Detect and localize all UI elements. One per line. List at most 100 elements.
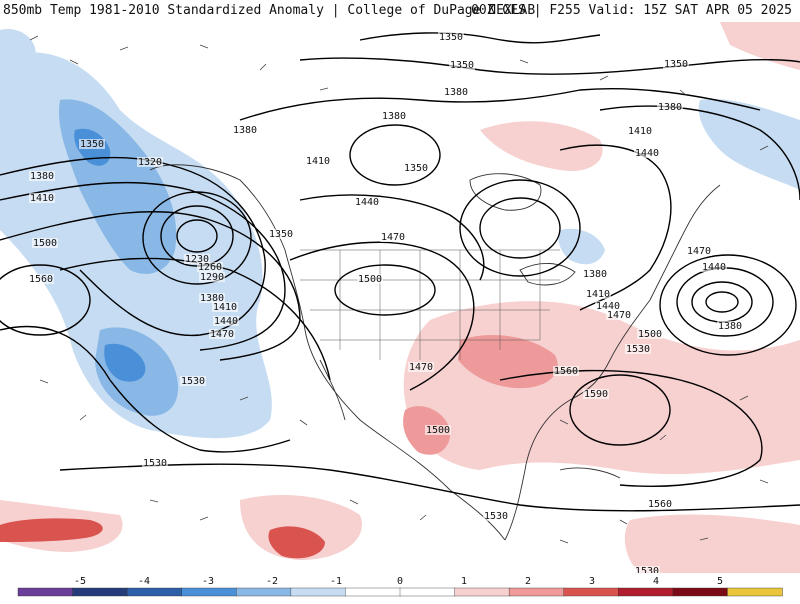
colorbar-tick-label: -3 bbox=[202, 576, 214, 587]
contour-label-bg bbox=[438, 32, 464, 42]
contour-label-bg bbox=[717, 321, 743, 331]
colorbar-block bbox=[454, 587, 510, 597]
contour-label-bg bbox=[28, 274, 54, 284]
cold-anomaly-core-3 bbox=[104, 343, 146, 382]
contour-label-bg bbox=[232, 125, 258, 135]
contour-label: 1380 bbox=[658, 102, 682, 113]
contour-north-2 bbox=[299, 57, 800, 75]
hudson-bay bbox=[469, 173, 542, 211]
header-bar: 850mb Temp 1981-2010 Standardized Anomal… bbox=[0, 0, 800, 22]
colorbar-tick-label: -1 bbox=[330, 576, 342, 587]
contour-west-7 bbox=[59, 257, 331, 381]
colorbar-block bbox=[399, 587, 456, 597]
contour-label: 1530 bbox=[635, 566, 659, 573]
contour-label-bg bbox=[381, 111, 407, 121]
contour-label-bg bbox=[595, 301, 621, 311]
contour-label: 1380 bbox=[718, 321, 742, 332]
contour-label-bg bbox=[443, 87, 469, 97]
contour-label: 1500 bbox=[426, 425, 450, 436]
warm-anomaly-sw-core bbox=[0, 518, 103, 542]
colorbar-tick-label: 1 bbox=[461, 576, 467, 587]
contour-label: 1470 bbox=[607, 310, 631, 321]
contour-label-bg bbox=[268, 229, 294, 239]
coastline-north-america bbox=[149, 164, 506, 541]
map-title: 850mb Temp 1981-2010 Standardized Anomal… bbox=[3, 3, 536, 18]
contour-label-bg bbox=[199, 272, 225, 282]
contour-label-bg bbox=[32, 238, 58, 248]
contour-label: 1410 bbox=[306, 156, 330, 167]
contour-label-bg bbox=[79, 139, 105, 149]
colorbar-blocks bbox=[17, 587, 783, 597]
contour-label-bg bbox=[305, 156, 331, 166]
contour-label: 1590 bbox=[584, 389, 608, 400]
contour-north-1 bbox=[359, 32, 601, 44]
contour-label-bg bbox=[657, 102, 683, 112]
contour-label-bg bbox=[184, 254, 210, 264]
colorbar-block bbox=[345, 587, 401, 597]
contour-central-1440 bbox=[299, 194, 485, 281]
contour-label-bg bbox=[199, 293, 225, 303]
low-center-hudson-2 bbox=[459, 179, 581, 277]
colorbar-block bbox=[181, 587, 237, 597]
contour-label: 1470 bbox=[409, 362, 433, 373]
contour-label-bg bbox=[357, 274, 383, 284]
colorbar-block bbox=[236, 587, 292, 597]
wind-barb-group bbox=[29, 35, 769, 544]
contour-label: 1350 bbox=[450, 60, 474, 71]
contour-label: 1350 bbox=[404, 163, 428, 174]
contour-north-3 bbox=[239, 88, 761, 121]
contour-label: 1260 bbox=[198, 262, 222, 273]
contour-label-bg bbox=[686, 246, 712, 256]
low-center-atlantic-4 bbox=[659, 254, 797, 356]
contour-label-bg bbox=[380, 232, 406, 242]
contour-label: 1440 bbox=[596, 301, 620, 312]
contour-label-bg bbox=[209, 329, 235, 339]
contour-label-bg bbox=[585, 289, 611, 299]
contour-label: 1350 bbox=[664, 59, 688, 70]
contour-central-1470 bbox=[289, 241, 475, 391]
anomaly-shading bbox=[0, 22, 800, 573]
ridge-1500 bbox=[334, 264, 436, 316]
colorbar-block bbox=[72, 587, 128, 597]
contour-label-bg bbox=[213, 316, 239, 326]
cuba bbox=[559, 467, 621, 479]
contour-label: 1230 bbox=[185, 254, 209, 265]
contour-east-2 bbox=[599, 105, 800, 201]
low-center-atlantic-2 bbox=[691, 281, 753, 323]
contour-label-bg bbox=[142, 458, 168, 468]
warm-anomaly-se bbox=[624, 514, 800, 573]
contour-label: 1380 bbox=[382, 111, 406, 122]
contour-label-bg bbox=[627, 126, 653, 136]
high-1590 bbox=[569, 374, 671, 446]
colorbar-tick-label: -2 bbox=[266, 576, 278, 587]
contour-label: 1500 bbox=[33, 238, 57, 249]
contour-label: 1290 bbox=[200, 272, 224, 283]
contour-west-4 bbox=[0, 156, 266, 337]
anomaly-map: 1350 1350 1350 1380 1380 1380 1380 1350 1320 1380… bbox=[0, 22, 800, 573]
warm-anomaly-north bbox=[480, 121, 603, 171]
contour-label-bg bbox=[663, 59, 689, 69]
contour-label-bg bbox=[701, 262, 727, 272]
colorbar-tick-label: 5 bbox=[717, 576, 723, 587]
contour-label: 1530 bbox=[626, 344, 650, 355]
contour-label-bg bbox=[582, 269, 608, 279]
land-outlines bbox=[149, 164, 721, 541]
contour-label-bg bbox=[354, 197, 380, 207]
contour-label: 1380 bbox=[233, 125, 257, 136]
coastline-east bbox=[649, 184, 721, 301]
contour-label-bg bbox=[634, 566, 660, 573]
contour-label: 1380 bbox=[30, 171, 54, 182]
colorbar-tick-label: 3 bbox=[589, 576, 595, 587]
warm-anomaly-ne-corner bbox=[720, 22, 800, 70]
colorbar-block bbox=[17, 587, 74, 597]
contour-label: 1530 bbox=[143, 458, 167, 469]
contour-label: 1380 bbox=[583, 269, 607, 280]
contour-label: 1560 bbox=[554, 366, 578, 377]
contour-label: 1410 bbox=[628, 126, 652, 137]
contour-label-bg bbox=[29, 193, 55, 203]
contour-west-5 bbox=[0, 181, 286, 351]
contour-label: 1350 bbox=[439, 32, 463, 43]
wind-barbs bbox=[29, 35, 769, 544]
contour-label: 1530 bbox=[484, 511, 508, 522]
